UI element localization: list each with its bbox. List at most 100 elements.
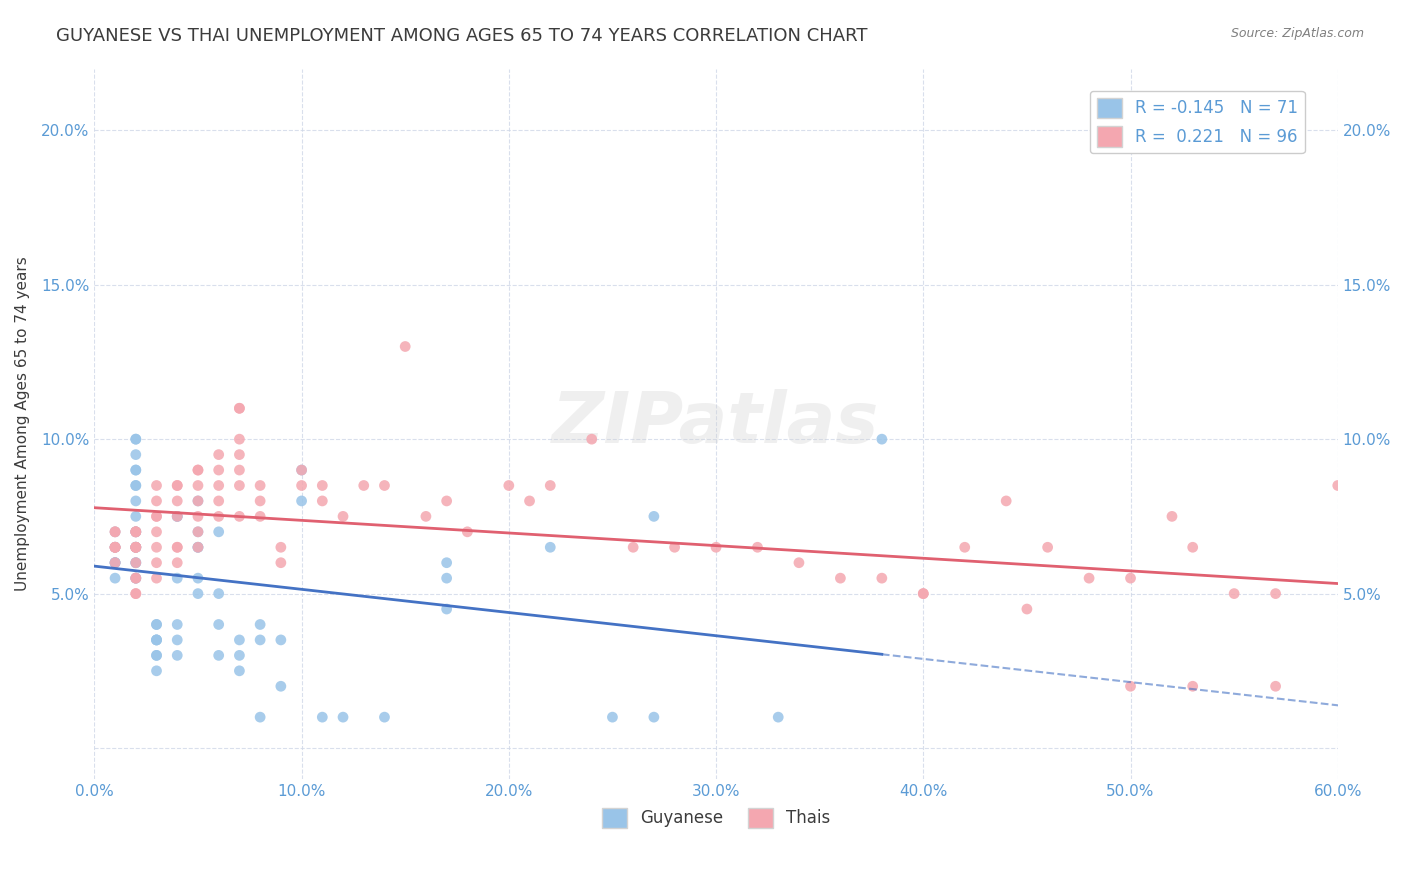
Point (581, 432, 603, 446)
Point (166, 541, 188, 555)
Point (208, 586, 231, 600)
Point (498, 478, 520, 492)
Point (456, 524, 478, 539)
Point (415, 509, 437, 524)
Point (228, 448, 250, 462)
Point (228, 432, 250, 446)
Point (538, 541, 561, 555)
Point (125, 478, 148, 492)
Point (125, 571, 148, 585)
Point (125, 556, 148, 570)
Point (145, 556, 167, 570)
Point (104, 541, 127, 555)
Point (208, 524, 231, 539)
Point (228, 401, 250, 416)
Point (104, 556, 127, 570)
Point (228, 463, 250, 477)
Point (187, 541, 209, 555)
Point (187, 541, 209, 555)
Point (953, 541, 976, 555)
Point (249, 710, 271, 724)
Point (208, 478, 231, 492)
Point (166, 648, 188, 663)
Point (1223, 586, 1246, 600)
Point (104, 541, 127, 555)
Point (125, 524, 148, 539)
Point (125, 541, 148, 555)
Point (145, 617, 167, 632)
Point (290, 494, 312, 508)
Point (373, 478, 395, 492)
Point (125, 556, 148, 570)
Point (145, 524, 167, 539)
Point (125, 571, 148, 585)
Point (187, 541, 209, 555)
Point (125, 571, 148, 585)
Point (104, 556, 127, 570)
Point (166, 494, 188, 508)
Point (166, 509, 188, 524)
Point (125, 448, 148, 462)
Point (249, 632, 271, 647)
Point (187, 494, 209, 508)
Point (166, 541, 188, 555)
Point (145, 632, 167, 647)
Text: GUYANESE VS THAI UNEMPLOYMENT AMONG AGES 65 TO 74 YEARS CORRELATION CHART: GUYANESE VS THAI UNEMPLOYMENT AMONG AGES… (56, 27, 868, 45)
Point (145, 509, 167, 524)
Point (602, 710, 624, 724)
Point (104, 541, 127, 555)
Point (249, 478, 271, 492)
Point (208, 648, 231, 663)
Point (870, 571, 893, 585)
Point (125, 541, 148, 555)
Point (125, 541, 148, 555)
Point (145, 478, 167, 492)
Point (125, 586, 148, 600)
Point (187, 571, 209, 585)
Point (145, 648, 167, 663)
Point (145, 664, 167, 678)
Point (166, 556, 188, 570)
Point (436, 556, 458, 570)
Point (125, 556, 148, 570)
Point (125, 524, 148, 539)
Point (394, 339, 416, 353)
Point (353, 478, 375, 492)
Point (311, 478, 333, 492)
Point (228, 664, 250, 678)
Point (208, 463, 231, 477)
Point (104, 571, 127, 585)
Point (747, 541, 769, 555)
Point (187, 494, 209, 508)
Point (1264, 586, 1286, 600)
Point (166, 617, 188, 632)
Point (166, 509, 188, 524)
Point (145, 494, 167, 508)
Point (311, 494, 333, 508)
Point (104, 556, 127, 570)
Point (768, 710, 790, 724)
Point (125, 541, 148, 555)
Point (104, 524, 127, 539)
Point (208, 509, 231, 524)
Point (1326, 478, 1348, 492)
Point (249, 509, 271, 524)
Point (166, 632, 188, 647)
Point (125, 432, 148, 446)
Point (125, 586, 148, 600)
Point (249, 494, 271, 508)
Point (125, 541, 148, 555)
Point (125, 509, 148, 524)
Point (643, 710, 665, 724)
Point (145, 648, 167, 663)
Point (538, 478, 561, 492)
Point (270, 679, 292, 693)
Point (704, 541, 727, 555)
Point (664, 541, 686, 555)
Point (166, 478, 188, 492)
Point (228, 401, 250, 416)
Point (104, 541, 127, 555)
Point (166, 571, 188, 585)
Point (104, 524, 127, 539)
Point (145, 617, 167, 632)
